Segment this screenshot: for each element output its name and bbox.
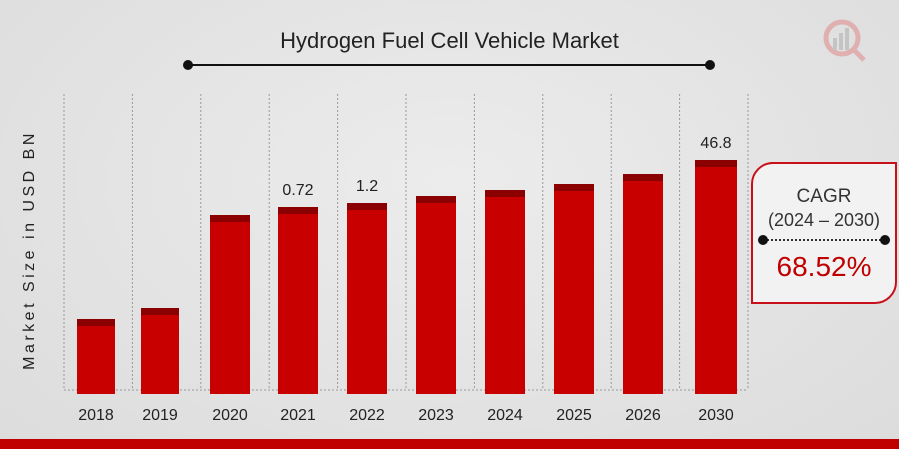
bar-2030	[695, 160, 737, 394]
bar-cap-2018	[77, 319, 115, 326]
bar-cap-2025	[554, 184, 594, 191]
x-tick-label: 2030	[698, 407, 734, 424]
x-tick-label: 2018	[78, 407, 114, 424]
x-tick-label: 2019	[142, 407, 178, 424]
bar-cap-2022	[347, 203, 387, 210]
bar-2025	[554, 184, 594, 394]
bar-cap-2026	[623, 174, 663, 181]
bar-cap-2030	[695, 160, 737, 167]
bar-cap-2021	[278, 207, 318, 214]
bar-cap-2023	[416, 196, 456, 203]
logo-icon	[823, 19, 866, 62]
footer-bar	[0, 439, 899, 449]
cagr-separator	[758, 235, 890, 245]
bar-cap-2019	[141, 308, 179, 315]
x-tick-label: 2020	[212, 407, 248, 424]
cagr-value: 68.52%	[776, 251, 872, 282]
bar-2020	[210, 215, 250, 394]
cagr-label: CAGR	[796, 186, 852, 207]
data-label: 0.72	[282, 182, 313, 199]
cagr-box: CAGR (2024 – 2030) 68.52%	[751, 162, 897, 304]
x-tick-label: 2021	[280, 407, 316, 424]
cagr-period: (2024 – 2030)	[767, 210, 881, 230]
bar-2021	[278, 207, 318, 394]
bar-cap-2020	[210, 215, 250, 222]
title-line-dot-right	[705, 60, 715, 70]
bar-2023	[416, 196, 456, 394]
bar-2024	[485, 190, 525, 394]
bar-2019	[141, 308, 179, 394]
title-underline	[188, 64, 710, 66]
data-label: 46.8	[700, 135, 731, 152]
x-tick-label: 2022	[349, 407, 385, 424]
x-tick-label: 2025	[556, 407, 592, 424]
bar-2026	[623, 174, 663, 394]
data-label: 1.2	[356, 178, 378, 195]
chart-title: Hydrogen Fuel Cell Vehicle Market	[280, 28, 619, 53]
bar-2018	[77, 319, 115, 394]
title-line-dot-left	[183, 60, 193, 70]
bar-cap-2024	[485, 190, 525, 197]
bar-2022	[347, 203, 387, 394]
x-tick-label: 2026	[625, 407, 661, 424]
x-tick-label: 2024	[487, 407, 523, 424]
x-tick-label: 2023	[418, 407, 454, 424]
